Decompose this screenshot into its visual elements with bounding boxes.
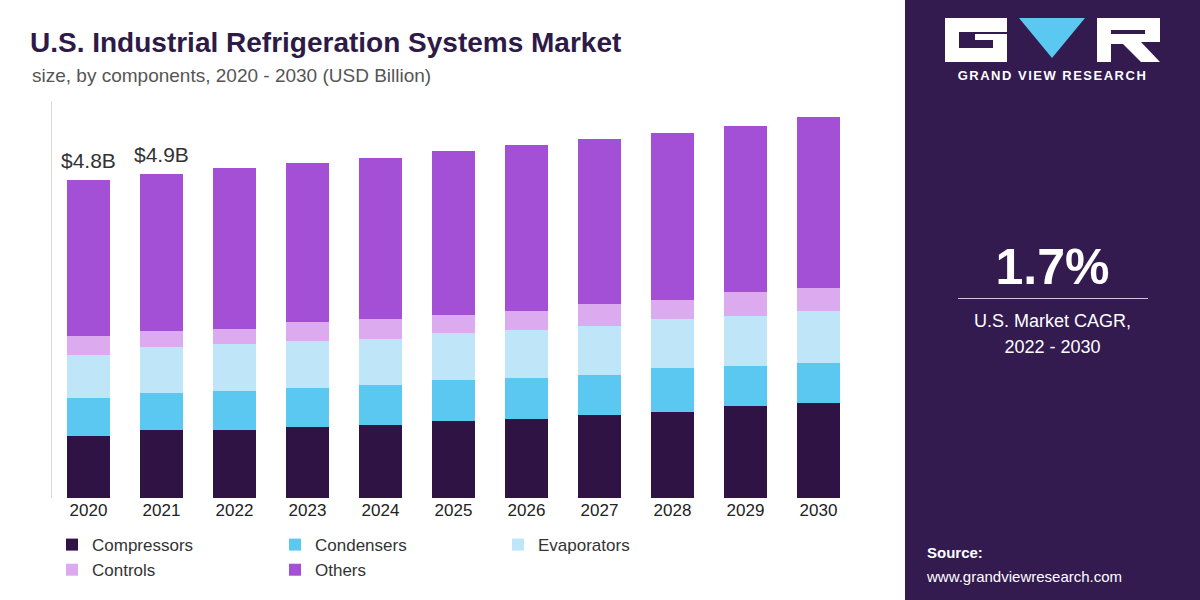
html-text:1.7%: 1.7% [995,239,1110,295]
svg-text:Others: Others [315,561,366,580]
svg-text:2030: 2030 [800,501,838,520]
html-text:2022 - 2030: 2022 - 2030 [1004,337,1101,357]
svg-text:Compressors: Compressors [92,536,193,555]
svg-text:2028: 2028 [654,501,692,520]
svg-text:2021: 2021 [143,501,181,520]
svg-text:$4.8B: $4.8B [61,149,116,172]
svg-text:size, by components, 2020 - 20: size, by components, 2020 - 2030 (USD Bi… [32,65,431,86]
svg-text:2023: 2023 [289,501,327,520]
html-text:Source:: Source: [927,544,983,561]
svg-text:2026: 2026 [508,501,546,520]
html-text:U.S. Market CAGR,: U.S. Market CAGR, [974,311,1131,331]
svg-text:2022: 2022 [216,501,254,520]
svg-text:$4.9B: $4.9B [134,143,189,166]
svg-text:U.S. Industrial Refrigeration: U.S. Industrial Refrigeration Systems Ma… [30,27,621,58]
svg-text:2029: 2029 [727,501,765,520]
svg-text:2027: 2027 [581,501,619,520]
html-text:www.grandviewresearch.com: www.grandviewresearch.com [927,568,1123,585]
svg-text:Condensers: Condensers [315,536,407,555]
svg-text:Evaporators: Evaporators [538,536,630,555]
svg-text:Controls: Controls [92,561,155,580]
svg-text:2024: 2024 [362,501,400,520]
svg-text:2025: 2025 [435,501,473,520]
html-text:GRAND VIEW RESEARCH: GRAND VIEW RESEARCH [957,68,1148,83]
svg-text:2020: 2020 [70,501,108,520]
